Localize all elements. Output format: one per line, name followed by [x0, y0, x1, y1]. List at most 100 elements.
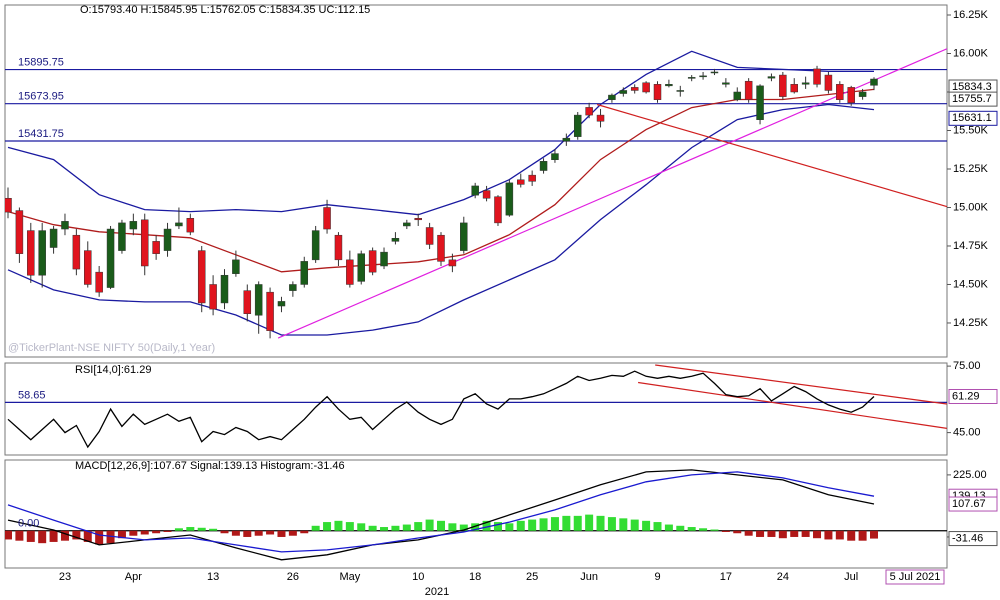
histogram-bar [425, 519, 434, 531]
y-tick-label: 75.00 [953, 360, 981, 372]
candle-body [665, 84, 673, 87]
candle-body [505, 182, 514, 216]
histogram-bar [744, 530, 753, 536]
histogram-bar [562, 515, 571, 531]
last-date: 5 Jul 2021 [890, 571, 941, 583]
histogram-bar [858, 530, 867, 541]
histogram-bar [60, 530, 69, 541]
histogram-bar [699, 528, 708, 531]
rsi-line [7, 370, 875, 449]
plot-area [5, 364, 947, 449]
candle-body [5, 197, 12, 213]
y-tick-label: 15.50K [953, 124, 989, 136]
histogram-bar [607, 517, 616, 531]
candle-body [380, 251, 388, 267]
histogram-bar [585, 514, 594, 531]
candle-body [562, 137, 571, 142]
histogram-bar [676, 525, 685, 531]
candle-body [61, 221, 69, 230]
histogram-bar [49, 530, 58, 542]
candle-body [653, 84, 662, 100]
y-tick-label: 14.75K [953, 240, 989, 252]
histogram-bar [870, 530, 878, 539]
candle-body [323, 207, 331, 230]
histogram-bar [83, 530, 92, 542]
candle-body [311, 230, 320, 261]
candle-body [494, 196, 502, 224]
candle-body [414, 218, 422, 221]
x-tick-label: 24 [777, 571, 789, 583]
level-label: 58.65 [18, 389, 46, 401]
histogram-bar [288, 530, 297, 536]
histogram-bar [266, 530, 275, 535]
candle-body [710, 71, 719, 74]
candle-body [254, 284, 263, 316]
candle-body [676, 90, 685, 92]
histogram-bar [756, 530, 765, 537]
histogram-bar [311, 525, 320, 531]
candle-body [482, 190, 491, 199]
histogram-bar [254, 530, 263, 536]
histogram-bar [380, 527, 389, 531]
histogram-bar [140, 530, 149, 535]
candle-body [266, 291, 274, 331]
candle-body [152, 241, 160, 254]
candle-body [539, 161, 548, 171]
band-line [7, 50, 874, 216]
y-tick-label: 45.00 [953, 427, 981, 439]
candle-body [140, 219, 149, 267]
histogram-bar [402, 524, 411, 531]
histogram-bar [38, 530, 47, 544]
y-tick-label: 16.00K [953, 47, 989, 59]
year-label: 2021 [425, 586, 449, 598]
x-tick-label: May [339, 571, 360, 583]
level-label: 15895.75 [18, 56, 64, 68]
candle-body [870, 78, 878, 86]
price-panel [4, 4, 948, 358]
y-tick-label: 15.25K [953, 163, 989, 175]
macd-header: MACD[12,26,9]:107.67 Signal:139.13 Histo… [75, 460, 345, 472]
histogram-bar [186, 527, 195, 531]
candle-body [642, 82, 650, 93]
candle-body [49, 228, 58, 248]
histogram-bar [550, 517, 559, 531]
histogram-bar [220, 530, 229, 534]
histogram-bar [573, 515, 582, 531]
histogram-bar [152, 530, 161, 534]
candle-body [72, 234, 81, 270]
candle-body [27, 230, 35, 276]
histogram-bar [129, 530, 138, 536]
candle-body [573, 114, 582, 137]
histogram-bar [653, 522, 662, 531]
candle-body [471, 185, 479, 196]
histogram-bar [790, 530, 799, 537]
rsi-header: RSI[14,0]:61.29 [75, 364, 151, 376]
rsi-panel [4, 362, 948, 456]
histogram-bar [505, 523, 514, 531]
value-box-label: 61.29 [952, 390, 980, 402]
x-tick-label: 25 [526, 571, 538, 583]
histogram-bar [437, 520, 445, 531]
y-tick-label: 16.25K [953, 9, 989, 21]
y-tick-label: 225.00 [953, 469, 987, 481]
histogram-bar [539, 518, 548, 531]
histogram-bar [721, 530, 730, 532]
candle-body [277, 301, 286, 307]
histogram-bar [72, 530, 81, 540]
macd-panel [4, 459, 948, 569]
histogram-bar [835, 530, 844, 540]
level-label: 0.00 [18, 518, 39, 530]
y-tick-label: 15.00K [953, 201, 989, 213]
candle-body [847, 87, 855, 104]
candle-body [232, 259, 240, 274]
candle-body [106, 228, 115, 288]
histogram-bar [448, 523, 457, 531]
histogram-bar [664, 524, 673, 531]
candle-body [756, 85, 764, 120]
histogram-bar [243, 530, 252, 537]
histogram-bar [197, 527, 206, 531]
trend-line [638, 381, 947, 429]
histogram-bar [847, 530, 856, 541]
candle-body [630, 87, 639, 91]
x-tick-label: 17 [720, 571, 732, 583]
